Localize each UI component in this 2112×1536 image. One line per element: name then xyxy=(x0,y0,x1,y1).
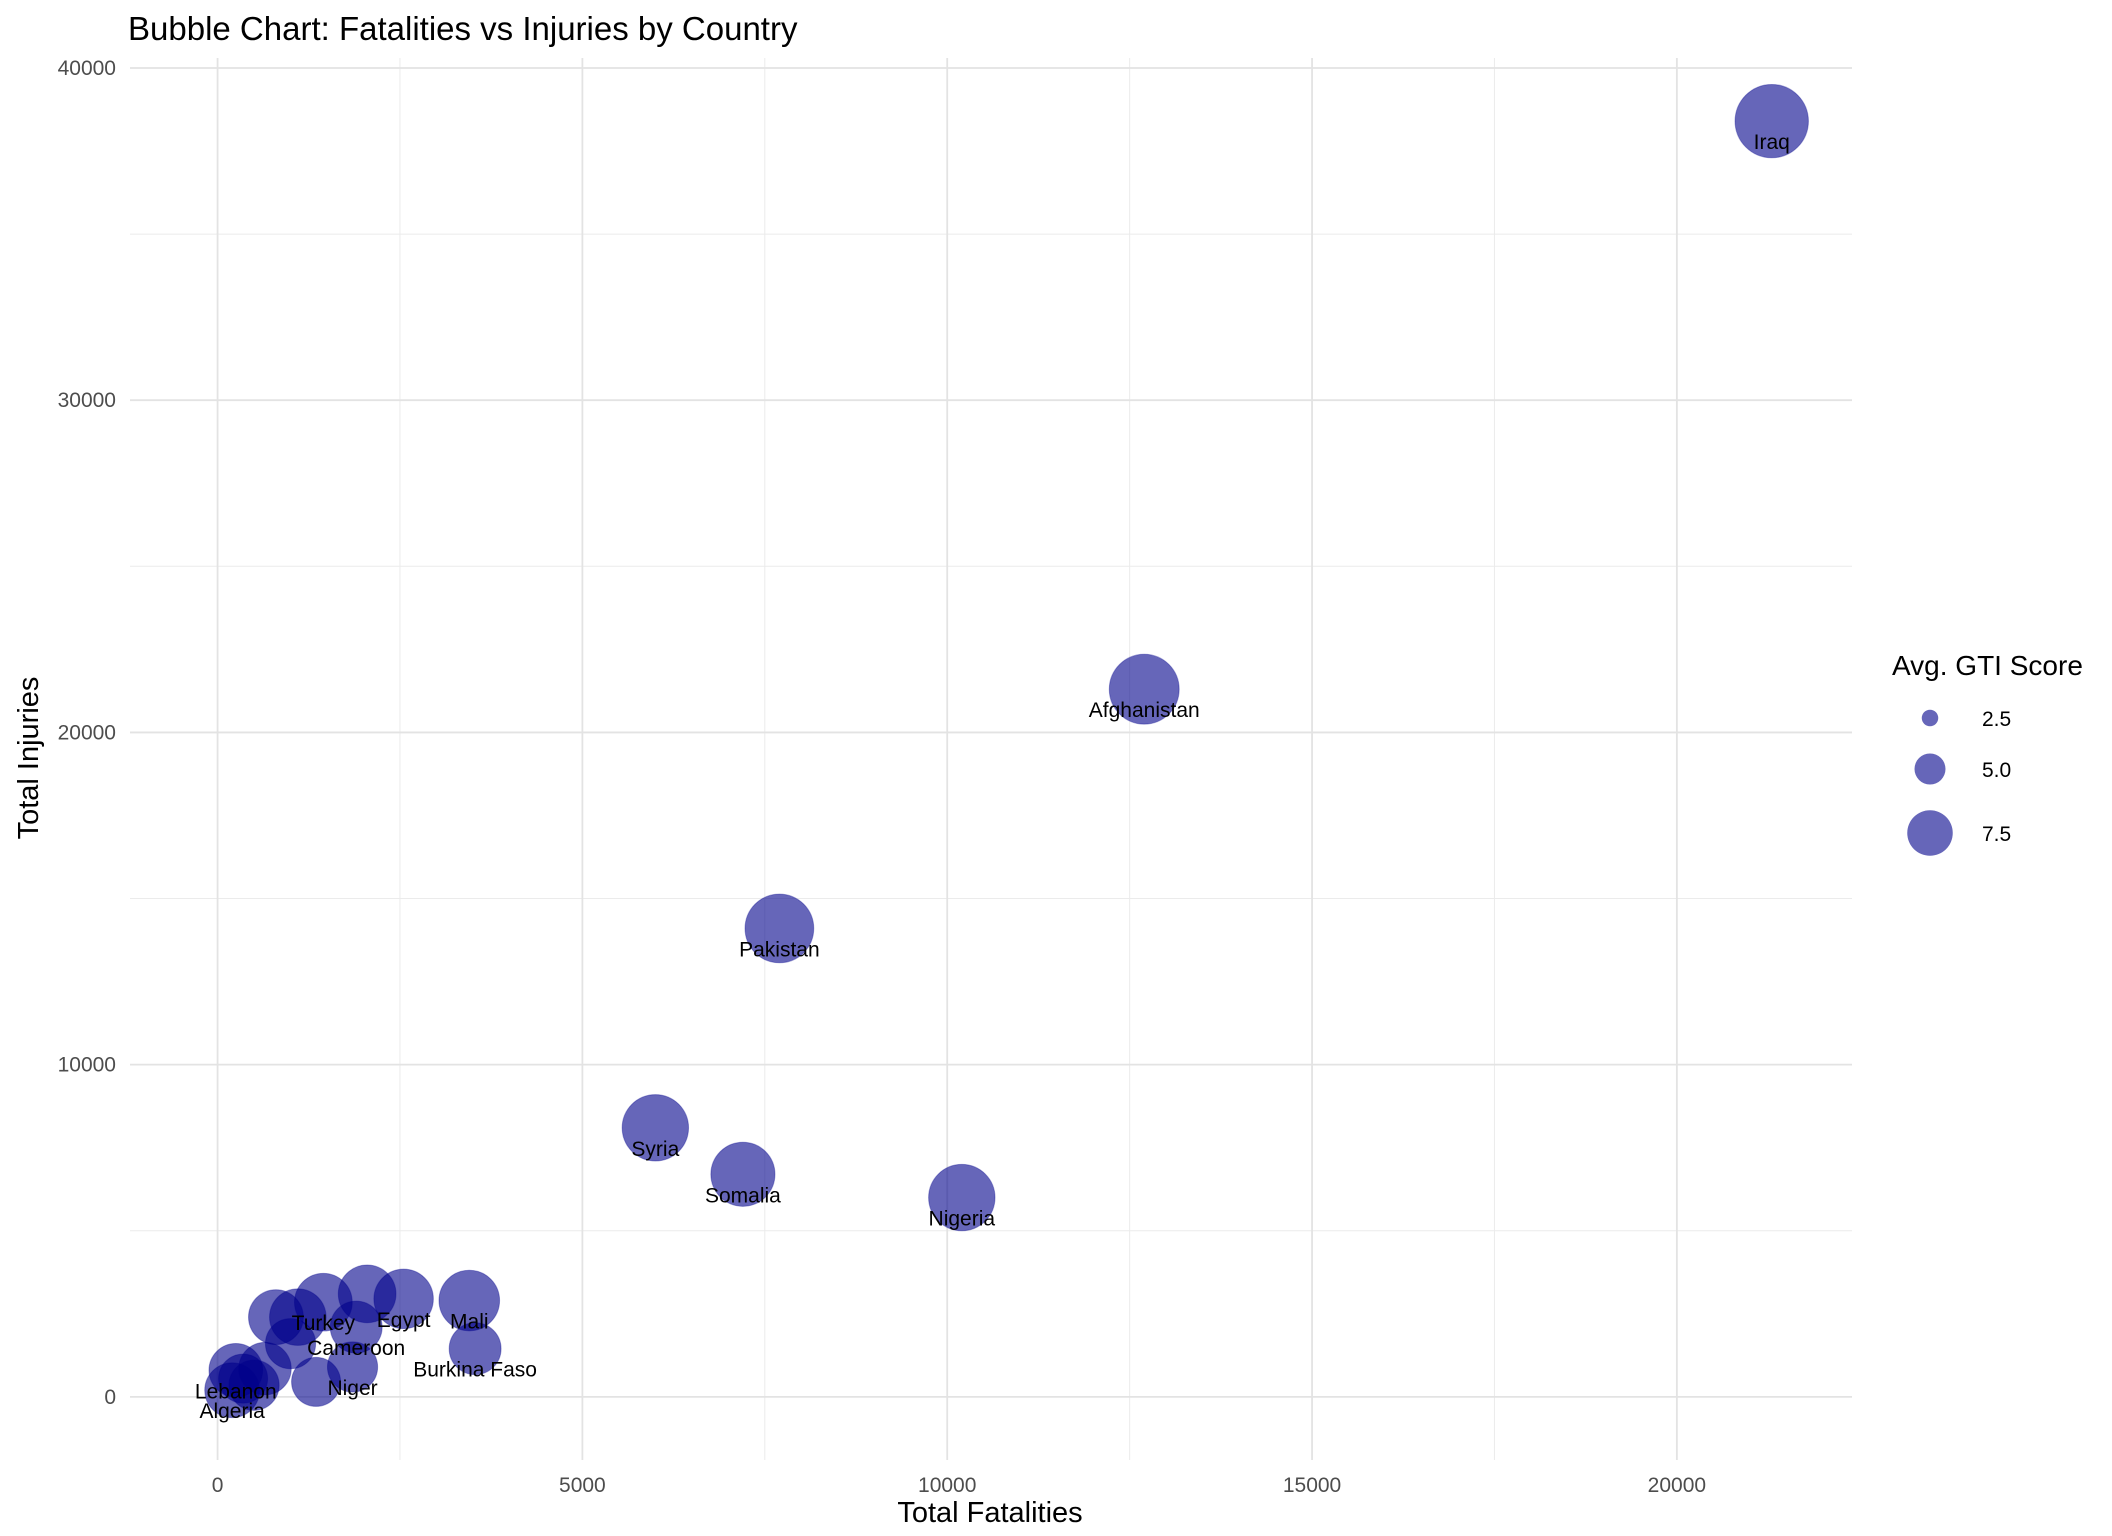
y-tick-label: 40000 xyxy=(58,57,116,80)
legend-label: 5.0 xyxy=(1982,759,2011,782)
legend-key xyxy=(1907,810,1953,856)
data-point xyxy=(264,1318,317,1370)
data-point xyxy=(928,1163,996,1232)
point-label: Iraq xyxy=(1754,131,1790,154)
point-label: Afghanistan xyxy=(1089,699,1200,722)
legend-key xyxy=(1914,753,1946,785)
point-label: Lebanon xyxy=(195,1380,277,1403)
y-tick-label: 0 xyxy=(104,1386,116,1409)
data-point xyxy=(710,1141,776,1207)
data-point xyxy=(218,1353,269,1404)
point-label: Cameroon xyxy=(307,1337,405,1360)
legend-key xyxy=(1921,709,1939,727)
y-tick-label: 30000 xyxy=(58,389,116,412)
x-axis-title: Total Fatalities xyxy=(897,1497,1082,1529)
point-label: Nigeria xyxy=(929,1208,996,1231)
point-label: Syria xyxy=(631,1138,679,1161)
y-axis-title: Total Injuries xyxy=(13,677,45,840)
data-point xyxy=(744,893,815,964)
legend-label: 7.5 xyxy=(1982,823,2011,846)
legend-entries: 2.5 5.0 7.5 xyxy=(1907,708,2011,856)
y-tick-label: 20000 xyxy=(58,721,116,744)
data-point xyxy=(621,1094,690,1162)
data-point xyxy=(1734,83,1809,159)
point-label: Mali xyxy=(450,1311,489,1334)
point-label: Pakistan xyxy=(739,938,820,961)
legend-label: 2.5 xyxy=(1982,708,2011,731)
point-label: Burkina Faso xyxy=(413,1359,537,1382)
point-labels-layer: Iraq Afghanistan Pakistan Syria Somalia Niger… xyxy=(195,131,1790,1423)
size-legend: Avg. GTI Score 2.5 5.0 7.5 xyxy=(1892,650,2083,856)
data-point xyxy=(291,1356,342,1407)
x-tick-label: 15000 xyxy=(1283,1474,1341,1497)
x-tick-label: 20000 xyxy=(1648,1474,1706,1497)
tick-labels-layer: 0 5000 10000 15000 20000 0 10000 20000 30000 4000… xyxy=(58,57,1706,1497)
x-tick-label: 0 xyxy=(212,1474,224,1497)
grid-layer xyxy=(130,58,1852,1460)
point-label: Egypt xyxy=(377,1309,431,1332)
chart-title: Bubble Chart: Fatalities vs Injuries by … xyxy=(128,10,798,47)
point-label: Niger xyxy=(327,1377,377,1400)
y-tick-label: 10000 xyxy=(58,1054,116,1077)
points-layer xyxy=(204,83,1809,1419)
point-label: Turkey xyxy=(292,1312,356,1335)
x-tick-label: 10000 xyxy=(918,1474,976,1497)
data-point xyxy=(448,1322,502,1376)
x-tick-label: 5000 xyxy=(559,1474,606,1497)
point-label: Algeria xyxy=(199,1400,265,1423)
point-label: Somalia xyxy=(705,1184,781,1207)
legend-title: Avg. GTI Score xyxy=(1892,650,2083,681)
data-point xyxy=(1108,653,1180,725)
